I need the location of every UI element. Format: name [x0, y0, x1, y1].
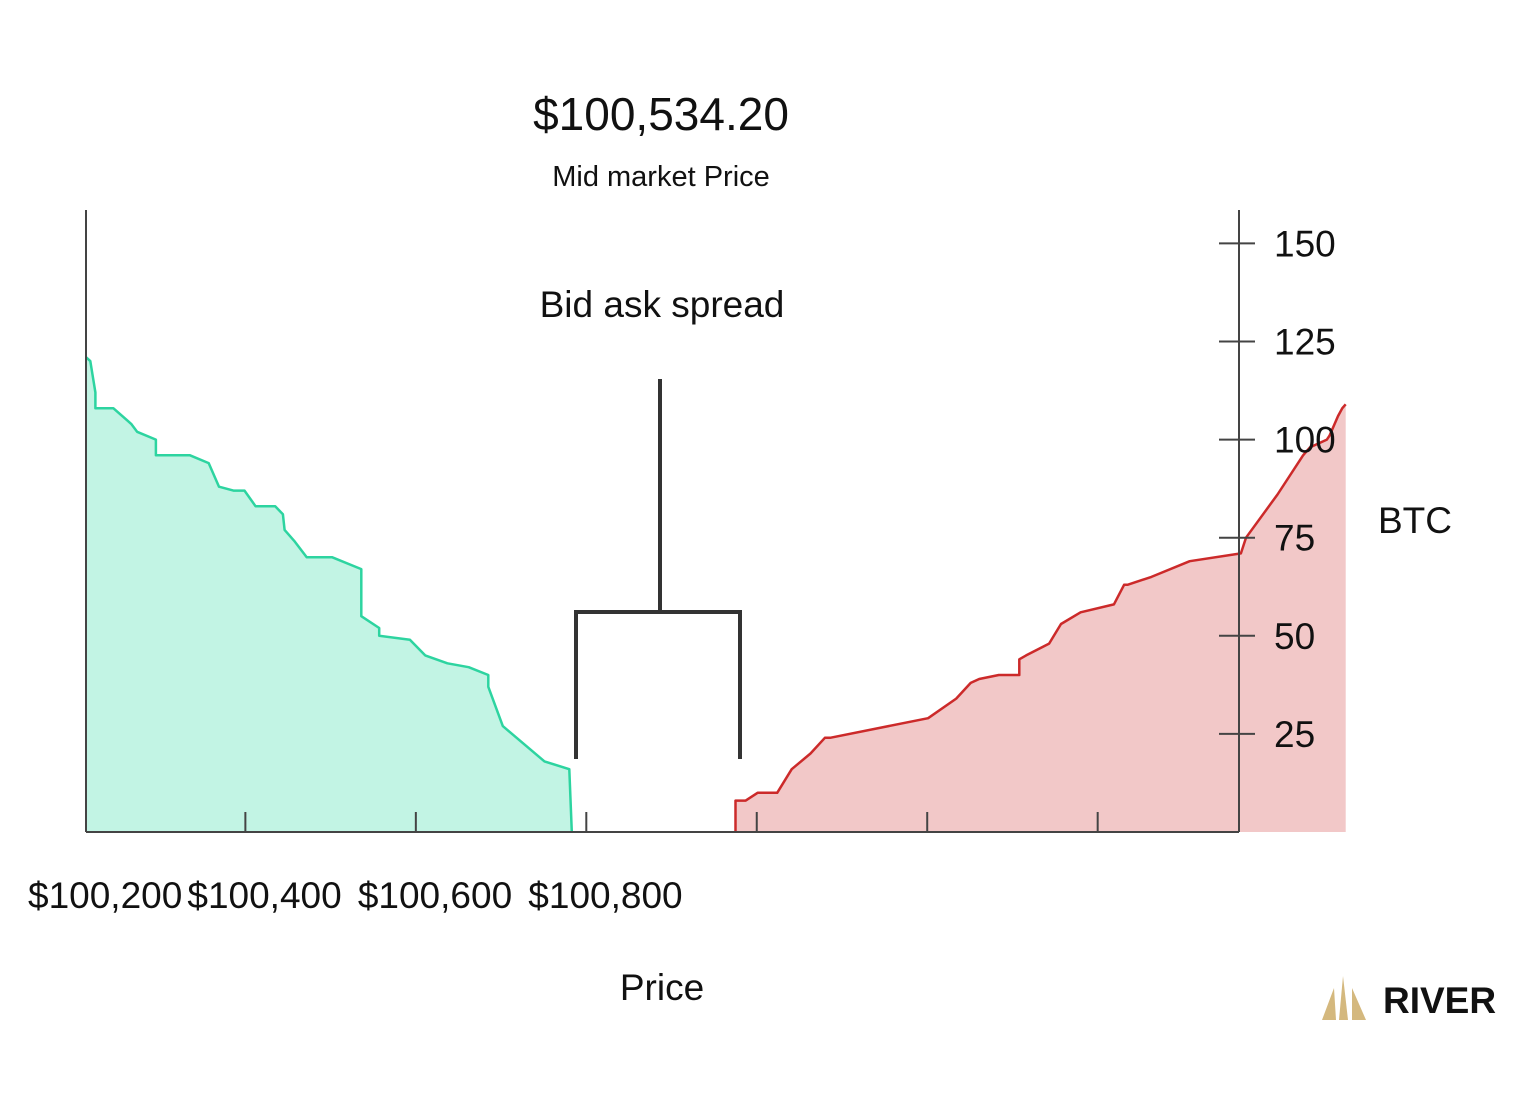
x-axis-ticks	[244, 812, 1099, 833]
y-tick-label: 25	[1274, 714, 1315, 755]
spread-label: Bid ask spread	[540, 284, 785, 325]
x-tick-label: $100,600	[358, 875, 512, 916]
x-axis-tick-labels: $100,200 $100,400 $100,600 $100,800	[28, 875, 683, 916]
y-tick-label: 125	[1274, 322, 1336, 363]
x-axis-title: Price	[620, 967, 704, 1008]
ask-depth-line	[734, 403, 1347, 832]
mid-price-value: $100,534.20	[533, 88, 789, 140]
x-tick-label: $100,200	[28, 875, 182, 916]
y-tick-label: 150	[1274, 223, 1336, 264]
y-tick-label: 75	[1274, 518, 1315, 559]
brand-logo[interactable]: RIVER	[1322, 976, 1496, 1021]
mid-price-label: Mid market Price	[552, 161, 770, 193]
x-tick-label: $100,800	[528, 875, 682, 916]
y-axis-ticks	[1219, 242, 1255, 735]
bid-depth-area	[86, 357, 572, 832]
x-tick-label: $100,400	[187, 875, 341, 916]
y-axis-title: BTC	[1378, 500, 1452, 541]
spread-bracket	[574, 379, 742, 759]
bid-depth-line	[85, 356, 574, 833]
ask-depth-area	[735, 404, 1346, 832]
y-tick-label: 100	[1274, 420, 1336, 461]
brand-name: RIVER	[1383, 980, 1496, 1021]
river-logo-icon	[1322, 976, 1366, 1020]
y-tick-label: 50	[1274, 616, 1315, 657]
y-axis-tick-labels: 25 50 75 100 125 150	[1274, 223, 1336, 755]
depth-areas	[85, 356, 1347, 833]
